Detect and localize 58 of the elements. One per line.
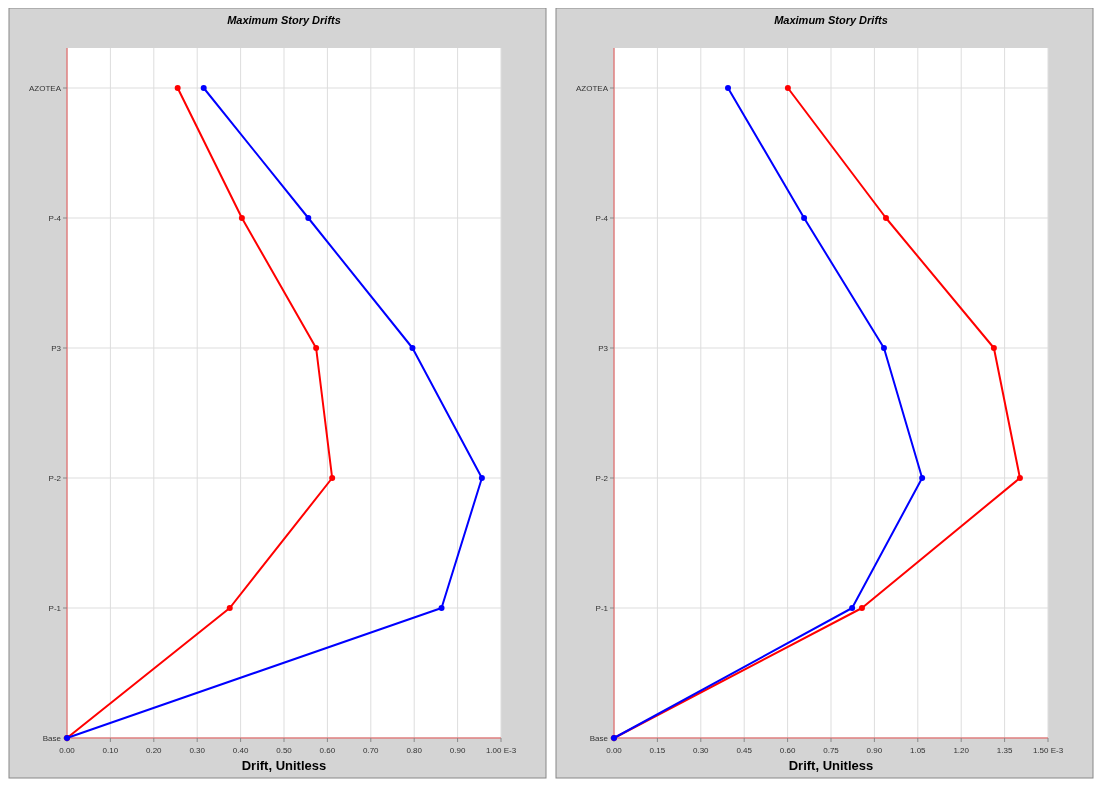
point bbox=[725, 85, 731, 91]
y-tick-label: P-1 bbox=[48, 604, 62, 613]
point bbox=[784, 85, 791, 91]
y-tick-label: AZOTEA bbox=[575, 84, 609, 93]
x-tick-label: 0.40 bbox=[232, 746, 249, 755]
x-tick-label: 0.75 bbox=[823, 746, 840, 755]
x-tick-label: 0.20 bbox=[146, 746, 163, 755]
chart-title: Maximum Story Drifts bbox=[774, 14, 888, 26]
x-tick-label: 0.00 bbox=[59, 746, 76, 755]
x-tick-label: 1.20 bbox=[953, 746, 970, 755]
y-tick-label: AZOTEA bbox=[28, 84, 62, 93]
x-axis-title: Drift, Unitless bbox=[788, 758, 874, 773]
y-tick-label: P3 bbox=[598, 344, 609, 353]
x-tick-label: 0.60 bbox=[319, 746, 336, 755]
chart-title: Maximum Story Drifts bbox=[227, 14, 341, 26]
x-tick-label: 0.80 bbox=[406, 746, 423, 755]
point bbox=[238, 215, 245, 221]
point bbox=[801, 215, 808, 221]
point bbox=[919, 475, 926, 481]
x-tick-label: 1.05 bbox=[910, 746, 927, 755]
y-tick-label: P3 bbox=[51, 344, 62, 353]
x-tick-label: 1.00 E-3 bbox=[485, 746, 517, 755]
point bbox=[200, 85, 207, 91]
point bbox=[882, 215, 889, 221]
x-tick-label: 0.60 bbox=[779, 746, 796, 755]
point bbox=[849, 605, 856, 611]
x-tick-label: 1.50 E-3 bbox=[1032, 746, 1064, 755]
y-tick-label: P-4 bbox=[595, 214, 609, 223]
x-tick-label: 0.70 bbox=[363, 746, 380, 755]
point bbox=[438, 605, 445, 611]
point bbox=[478, 475, 485, 481]
x-tick-label: 0.90 bbox=[866, 746, 883, 755]
y-tick-label: P-1 bbox=[595, 604, 609, 613]
point bbox=[313, 345, 320, 351]
point bbox=[174, 85, 181, 91]
point bbox=[329, 475, 336, 481]
x-tick-label: 0.90 bbox=[449, 746, 466, 755]
x-tick-label: 0.15 bbox=[649, 746, 666, 755]
y-tick-label: P-4 bbox=[48, 214, 62, 223]
point bbox=[858, 605, 865, 611]
point bbox=[1016, 475, 1023, 481]
point bbox=[226, 605, 233, 611]
y-tick-label: P-2 bbox=[595, 474, 609, 483]
y-tick-label: P-2 bbox=[48, 474, 62, 483]
x-tick-label: 0.10 bbox=[102, 746, 119, 755]
point bbox=[409, 345, 416, 351]
point bbox=[305, 215, 312, 221]
x-tick-label: 0.00 bbox=[606, 746, 623, 755]
x-tick-label: 1.35 bbox=[996, 746, 1013, 755]
x-tick-label: 0.50 bbox=[276, 746, 293, 755]
point bbox=[880, 345, 887, 351]
x-tick-label: 0.30 bbox=[189, 746, 206, 755]
y-tick-label: Base bbox=[589, 734, 609, 743]
x-tick-label: 0.30 bbox=[693, 746, 710, 755]
x-axis-title: Drift, Unitless bbox=[241, 758, 327, 773]
y-tick-label: Base bbox=[42, 734, 62, 743]
x-tick-label: 0.45 bbox=[736, 746, 753, 755]
point bbox=[990, 345, 997, 351]
